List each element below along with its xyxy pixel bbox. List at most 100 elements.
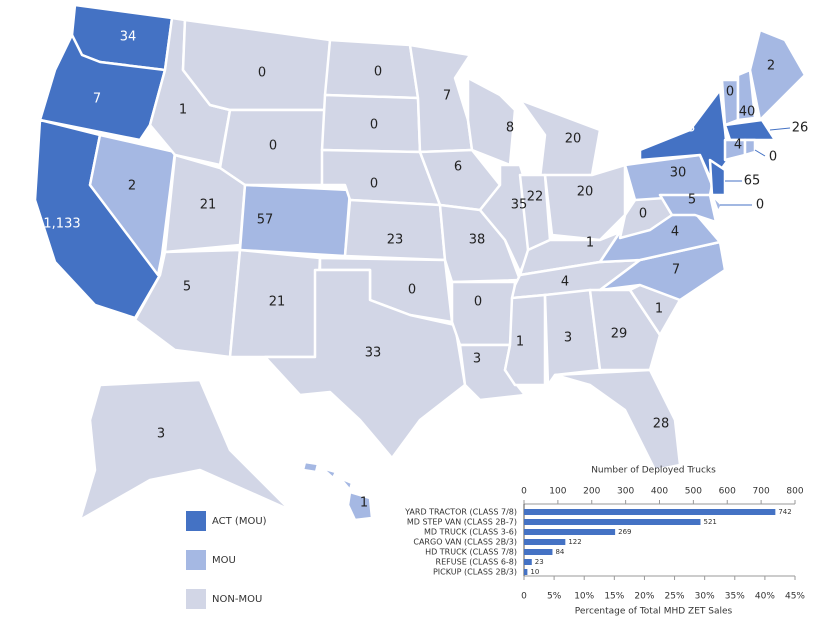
x-tick-label: 0 — [521, 487, 527, 497]
state-value: 1 — [516, 335, 524, 350]
state-value: 7 — [672, 263, 680, 278]
value-label: 521 — [703, 518, 716, 526]
state — [503, 293, 547, 387]
state-value: 1,133 — [43, 217, 80, 232]
state-value: 4 — [561, 275, 569, 290]
chart-title: Number of Deployed Trucks — [591, 466, 716, 476]
value-label: 10 — [530, 568, 539, 576]
state-value: 57 — [257, 213, 274, 228]
state-value: 0 — [370, 177, 378, 192]
bar — [524, 539, 566, 545]
state — [723, 118, 777, 142]
x2-tick-label: 40% — [755, 592, 775, 602]
state-value: 0 — [639, 207, 647, 222]
legend-swatch — [186, 511, 206, 531]
legend: ACT (MOU) MOU NON-MOU — [186, 511, 267, 609]
state-value: 35 — [511, 198, 528, 213]
value-label: 742 — [778, 508, 791, 516]
state-value: 0 — [474, 295, 482, 310]
state-value: 33 — [365, 346, 382, 361]
state — [88, 133, 177, 277]
state — [323, 38, 420, 100]
states — [33, 3, 807, 522]
value-label: 269 — [618, 528, 631, 536]
state — [450, 280, 517, 347]
x-tick-label: 800 — [786, 487, 803, 497]
leader-line — [769, 127, 791, 131]
legend-label: MOU — [212, 555, 236, 566]
state-value: 0 — [258, 66, 266, 81]
bar — [524, 529, 616, 535]
x-tick-label: 700 — [753, 487, 770, 497]
x2-tick-label: 30% — [695, 592, 715, 602]
state-value: 20 — [565, 132, 582, 147]
leader-line — [754, 149, 766, 157]
y-tick-label: MD STEP VAN (CLASS 2B-7) — [407, 518, 517, 527]
state — [346, 490, 374, 522]
x-tick-label: 600 — [719, 487, 736, 497]
state-value: 65 — [744, 174, 761, 189]
x2-tick-label: 20% — [634, 592, 654, 602]
state-value: 21 — [269, 295, 286, 310]
state-value: 1 — [360, 496, 368, 511]
bar — [524, 519, 701, 525]
state-value: 5 — [183, 280, 191, 295]
state-value: 23 — [387, 233, 404, 248]
y-tick-label: MD TRUCK (CLASS 3-6) — [424, 528, 517, 537]
state — [78, 378, 292, 522]
y-tick-label: REFUSE (CLASS 6-8) — [436, 558, 517, 567]
state — [748, 28, 807, 122]
state-value: 7 — [443, 89, 451, 104]
state-value: 0 — [769, 150, 777, 165]
state-value: 26 — [792, 121, 809, 136]
x2-tick-label: 45% — [785, 592, 805, 602]
state-value: 3 — [564, 331, 572, 346]
state — [743, 138, 757, 157]
state — [553, 368, 682, 472]
state-value: 4 — [734, 138, 742, 153]
state — [518, 98, 602, 180]
state-value: 3 — [473, 352, 481, 367]
state-value: 6 — [454, 160, 462, 175]
state — [623, 153, 714, 202]
state-value: 3 — [157, 427, 165, 442]
state-value: 5 — [688, 193, 696, 208]
bar — [524, 549, 553, 555]
state — [181, 18, 332, 112]
x-tick-label: 200 — [583, 487, 600, 497]
state-value: 1 — [586, 236, 594, 251]
state-value: 0 — [408, 283, 416, 298]
y-tick-label: PICKUP (CLASS 2B/3) — [433, 568, 517, 577]
legend-label: ACT (MOU) — [212, 516, 267, 527]
state-value: 143 — [671, 121, 696, 136]
state — [658, 193, 718, 224]
legend-swatch — [186, 589, 206, 609]
x-tick-label: 300 — [617, 487, 634, 497]
x-tick-label: 400 — [651, 487, 668, 497]
state-value: 0 — [370, 118, 378, 133]
state-value: 40 — [739, 105, 756, 120]
state — [343, 198, 447, 262]
x2-tick-label: 35% — [725, 592, 745, 602]
x2-tick-label: 10% — [574, 592, 594, 602]
y-tick-label: YARD TRACTOR (CLASS 7/8) — [404, 508, 517, 517]
state-value: 20 — [577, 185, 594, 200]
state-value: 34 — [120, 30, 137, 45]
x2-tick-label: 0 — [521, 592, 527, 602]
y-tick-label: CARGO VAN (CLASS 2B/3) — [413, 538, 517, 547]
x2-axis-title: Percentage of Total MHD ZET Sales — [575, 607, 733, 617]
value-label: 84 — [555, 548, 564, 556]
state — [320, 466, 338, 480]
x2-tick-label: 15% — [604, 592, 624, 602]
state-value: 7 — [93, 92, 101, 107]
bar — [524, 509, 776, 515]
state-value: 0 — [269, 139, 277, 154]
bar — [524, 559, 532, 565]
legend-label: NON-MOU — [212, 594, 262, 605]
state-value: 0 — [374, 65, 382, 80]
state-value: 1 — [179, 103, 187, 118]
legend-swatch — [186, 550, 206, 570]
state-value: 8 — [506, 121, 514, 136]
state-value: 29 — [611, 327, 628, 342]
